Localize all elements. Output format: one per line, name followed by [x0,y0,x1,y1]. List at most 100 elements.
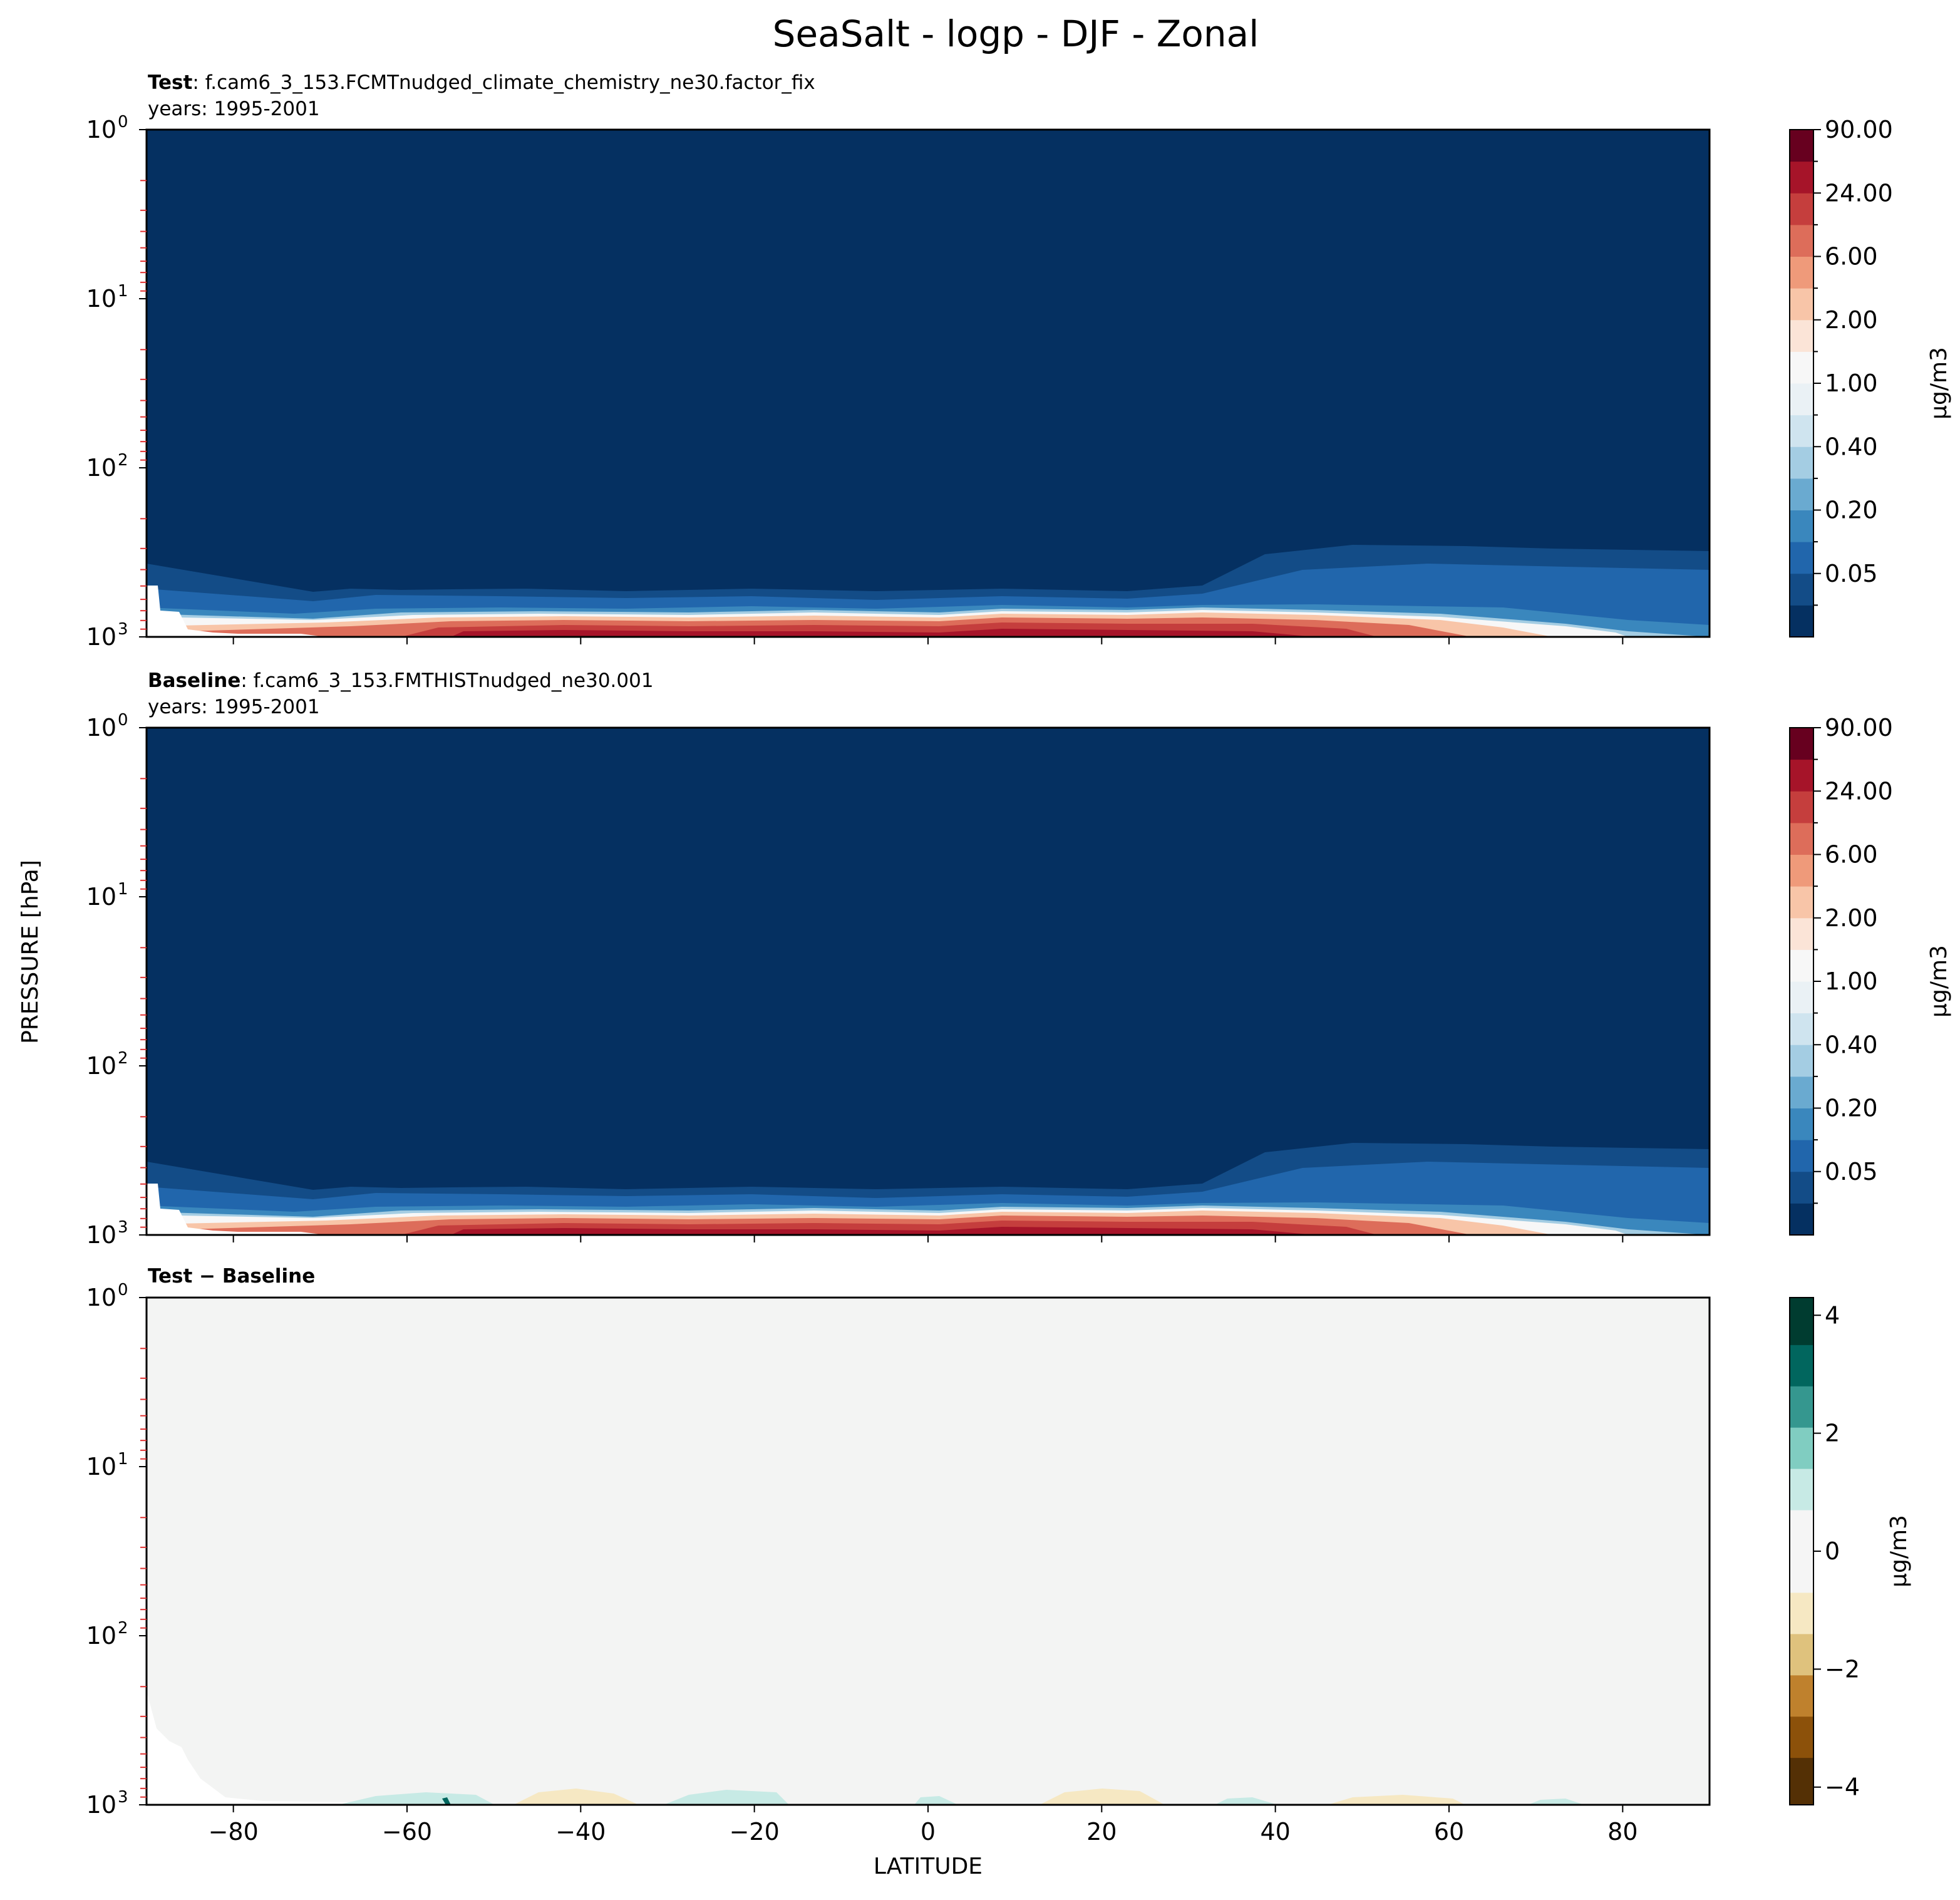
y-tick-exponent: 0 [118,1281,128,1299]
colorbar-swatch [1790,415,1813,447]
colorbar-tick-label: 90.00 [1825,116,1893,143]
diff-dark-speck [442,1797,451,1805]
colorbar-swatch [1790,1675,1813,1717]
panel-test-field [147,130,1710,637]
y-tick-label: 10 [86,623,116,651]
colorbar-test: 90.00 24.00 6.00 2.00 1.00 0.40 0.20 0.05 μg/m3 [1789,116,1952,638]
colorbar-tick-label: 6.00 [1825,841,1878,869]
y-tick-exponent: 0 [118,113,128,132]
y-tick-label: 10 [86,714,116,741]
colorbar-swatch [1790,447,1813,479]
colorbar-tick-label: 0.40 [1825,1031,1878,1058]
colorbar-swatch [1790,1013,1813,1045]
y-tick-exponent: 0 [118,711,128,730]
y-tick-exponent: 3 [118,1218,128,1237]
colorbar-swatch [1790,573,1813,606]
colorbar-swatch [1790,1140,1813,1172]
colorbar-tick-label: 1.00 [1825,369,1878,397]
band-surface-mask [147,586,326,637]
colorbar-tick-label: 24.00 [1825,179,1893,207]
x-tick-label: 0 [921,1818,936,1846]
diff-pos-2 [664,1790,789,1805]
panel-baseline-label-bold: Baseline [148,669,240,692]
y-tick-label: 10 [86,1791,116,1819]
diff-pos-5 [1528,1799,1584,1805]
y-tick-exponent: 2 [118,1049,128,1068]
panel-baseline: Baseline: f.cam6_3_153.FMTHISTnudged_ne3… [86,669,1711,1249]
colorbar-swatch [1790,130,1813,162]
colorbar-tick-label: −2 [1825,1655,1860,1683]
colorbar-swatch [1790,1171,1813,1204]
x-tick-label: 80 [1607,1818,1638,1846]
colorbar-tick-label: 90.00 [1825,714,1893,741]
colorbar-swatch [1790,981,1813,1014]
y-tick-label: 10 [86,1221,116,1249]
colorbar-swatch [1790,161,1813,194]
colorbar-swatch [1790,1045,1813,1077]
colorbar-swatch [1790,1203,1813,1236]
y-tick-label: 10 [86,454,116,482]
colorbar-swatch [1790,759,1813,792]
colorbar-swatch [1790,1469,1813,1510]
y-tick-exponent: 3 [118,620,128,639]
colorbar-swatch [1790,949,1813,982]
colorbar-tick-label: −4 [1825,1774,1860,1801]
colorbar-swatch [1790,1633,1813,1676]
colorbar-swatch [1790,478,1813,510]
y-tick-exponent: 1 [118,880,128,899]
y-tick-exponent: 3 [118,1788,128,1807]
colorbar-label: μg/m3 [1886,1515,1912,1588]
colorbar-swatch [1790,256,1813,289]
x-tick-label: 20 [1086,1818,1117,1846]
panel-test-label: Test: f.cam6_3_153.FCMTnudged_climate_ch… [148,71,815,94]
colorbar-swatch [1790,1386,1813,1428]
colorbar-swatch [1790,542,1813,574]
colorbar-swatch [1790,822,1813,855]
diff-pos-3 [914,1796,958,1805]
y-tick-label: 10 [86,1284,116,1311]
y-tick-label: 10 [86,1052,116,1080]
y-tick-label: 10 [86,883,116,911]
panel-diff-label: Test − Baseline [148,1265,315,1288]
x-tick-label: −80 [209,1818,259,1846]
panel-test-years: years: 1995-2001 [148,98,320,120]
band-i [451,629,1315,637]
colorbar-swatch [1790,1592,1813,1634]
colorbar-swatch [1790,886,1813,919]
colorbar-tick-label: 0.05 [1825,560,1878,587]
colorbar-tick-label: 1.00 [1825,968,1878,995]
colorbar-swatch [1790,319,1813,352]
diff-neg-3 [1328,1795,1465,1805]
colorbar-swatch [1790,224,1813,257]
y-axis-label: PRESSURE [hPa] [18,860,43,1044]
colorbar-swatch [1790,1510,1813,1593]
colorbar-tick-label: 0.20 [1825,1095,1878,1122]
diff-neg-2 [1039,1789,1165,1805]
colorbar-swatch [1790,917,1813,950]
panel-baseline-years: years: 1995-2001 [148,696,320,718]
colorbar-swatch [1790,1427,1813,1469]
colorbar-swatch [1790,1757,1813,1805]
x-axis-label: LATITUDE [874,1854,983,1879]
colorbar-swatch [1790,288,1813,321]
colorbar-swatch [1790,1298,1813,1345]
panel-diff-field [147,1298,1710,1805]
colorbar-label: μg/m3 [1926,945,1952,1018]
x-tick-label: 60 [1434,1818,1464,1846]
x-tick-label: −60 [382,1818,432,1846]
panel-test-label-bold: Test [148,71,193,94]
colorbar-tick-label: 6.00 [1825,243,1878,271]
panel-baseline-label-case: : f.cam6_3_153.FMTHISTnudged_ne30.001 [240,669,653,692]
x-tick-label: −40 [555,1818,606,1846]
colorbar-tick-label: 2.00 [1825,904,1878,932]
colorbar-tick-label: 4 [1825,1301,1840,1329]
diff-neg-1 [513,1789,639,1805]
colorbar-tick-label: 0.20 [1825,497,1878,524]
y-tick-exponent: 2 [118,1619,128,1638]
y-tick-label: 10 [86,1453,116,1480]
colorbar-diff: 4 2 0 −2 −4 μg/m3 [1789,1297,1912,1805]
colorbar-swatch [1790,193,1813,225]
